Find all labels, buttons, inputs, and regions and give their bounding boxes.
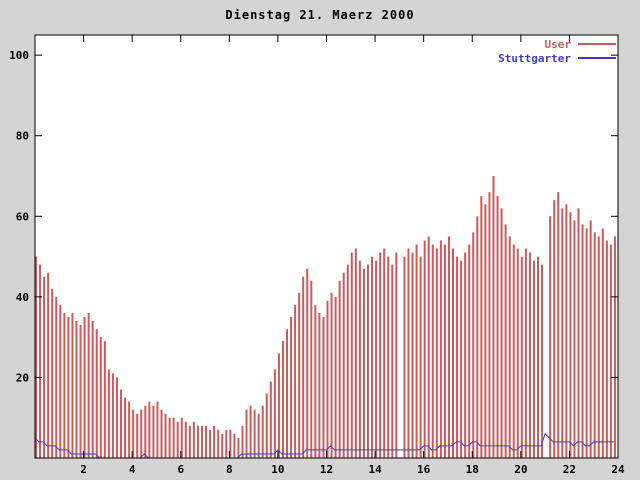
svg-text:80: 80 (16, 130, 29, 143)
legend-item-user: User (498, 37, 616, 51)
svg-text:10: 10 (271, 463, 284, 476)
svg-text:6: 6 (177, 463, 184, 476)
svg-text:60: 60 (16, 210, 29, 223)
legend-user-label: User (544, 37, 572, 51)
svg-text:2: 2 (80, 463, 87, 476)
svg-text:22: 22 (563, 463, 576, 476)
svg-text:8: 8 (226, 463, 233, 476)
svg-text:16: 16 (417, 463, 431, 476)
svg-text:14: 14 (368, 463, 382, 476)
svg-text:100: 100 (9, 49, 29, 62)
svg-text:4: 4 (129, 463, 136, 476)
svg-text:24: 24 (611, 463, 625, 476)
svg-text:20: 20 (16, 371, 29, 384)
legend-user-line-sample (578, 43, 616, 45)
legend-item-stuttgarter: Stuttgarter (498, 51, 616, 65)
legend-stuttgarter-line-sample (578, 57, 616, 59)
legend-stuttgarter-label: Stuttgarter (498, 51, 571, 65)
chart-title: Dienstag 21. Maerz 2000 (225, 8, 415, 22)
svg-text:12: 12 (320, 463, 333, 476)
svg-text:18: 18 (466, 463, 479, 476)
svg-text:40: 40 (16, 291, 29, 304)
legend: User Stuttgarter (498, 37, 616, 65)
svg-text:20: 20 (514, 463, 527, 476)
